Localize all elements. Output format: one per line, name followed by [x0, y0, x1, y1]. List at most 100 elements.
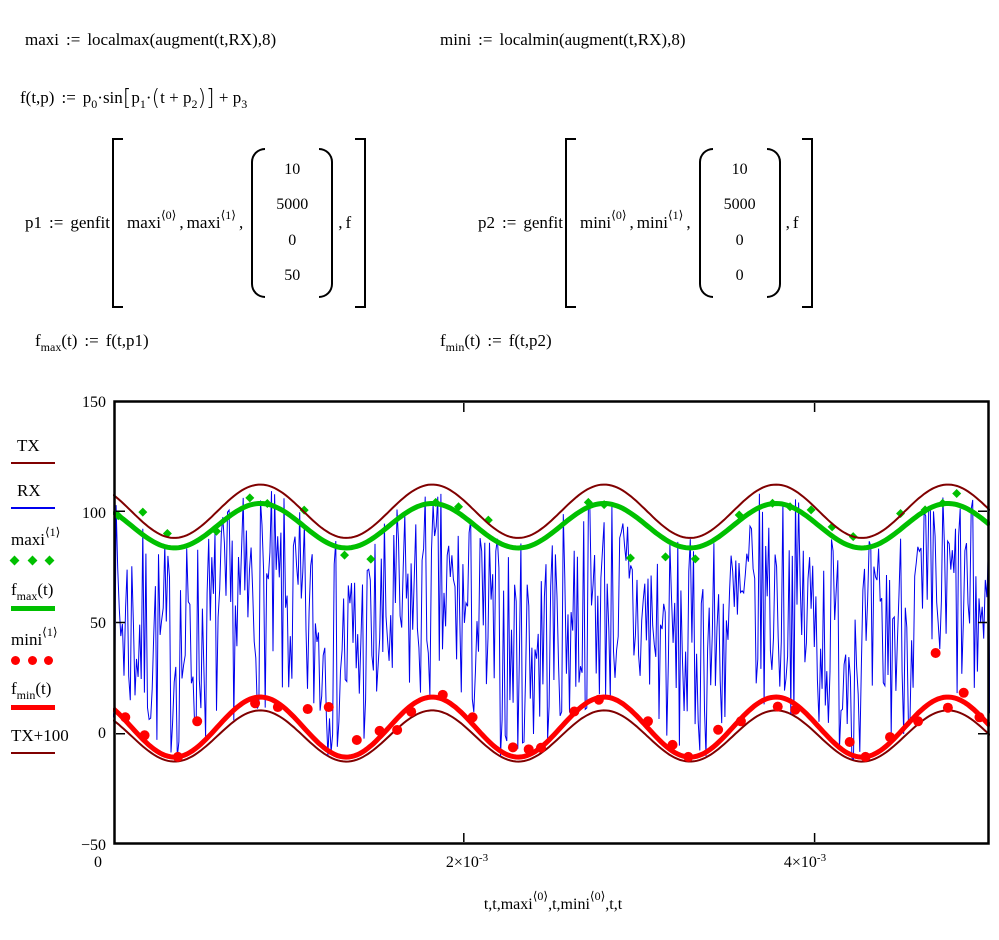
mini-point — [772, 701, 783, 712]
dot-marker-icon — [11, 656, 20, 665]
series-f_max(t) — [113, 500, 990, 551]
big-close-bracket — [802, 138, 814, 308]
y-tick-0: 0 — [98, 725, 106, 742]
y-tick-150: 150 — [82, 394, 106, 411]
series-RX-noise — [113, 491, 990, 760]
legend-item-rx: RX — [11, 481, 106, 518]
y-tick-50: 50 — [90, 615, 106, 632]
close-paren: ) — [197, 86, 207, 111]
legend-marker-tx100-line — [11, 752, 55, 763]
mini-point — [323, 702, 334, 713]
maxi-point — [952, 488, 962, 498]
maxi-point — [806, 505, 816, 515]
assign-op: := — [502, 213, 517, 232]
chart-plot-area[interactable] — [113, 400, 990, 845]
p2-guess-vector: 10 5000 0 0 — [723, 160, 756, 285]
legend-label: TX — [17, 436, 40, 455]
mini-point — [392, 724, 403, 735]
formula-maxi-def[interactable]: maxi := localmax(augment(t,RX),8) — [25, 30, 276, 50]
legend-item-fmin: fmin(t) — [11, 679, 106, 719]
maxi-lhs: maxi — [25, 30, 59, 49]
series-TX — [113, 709, 990, 763]
formula-f-def[interactable]: f(t,p):= p0·sin[p1·(t + p2)] + p3 — [20, 86, 248, 111]
mini-lhs: mini — [440, 30, 472, 49]
big-close-bracket — [355, 138, 367, 308]
legend-label: maxi⟨1⟩ — [11, 525, 61, 549]
mini-point — [351, 734, 362, 745]
big-open-bracket — [111, 138, 123, 308]
open-paren: ( — [151, 86, 161, 111]
maxi-point — [299, 505, 309, 515]
legend-label: fmax(t) — [11, 580, 54, 603]
vector-open-paren — [698, 148, 713, 298]
maxi-point — [245, 493, 255, 503]
legend-item-mini: mini⟨1⟩ — [11, 625, 106, 665]
assign-op: := — [66, 30, 81, 49]
legend-label: fmin(t) — [11, 679, 52, 702]
big-open-bracket — [564, 138, 576, 308]
formula-p2-genfit[interactable]: p2 := genfit mini⟨0⟩ , mini⟨1⟩ , 10 5000… — [478, 138, 815, 308]
f-arg: f — [792, 213, 799, 232]
maxi-point — [896, 508, 906, 518]
x-axis-title: t,t,maxi⟨0⟩,t,mini⟨0⟩,t,t — [483, 889, 623, 913]
maxi-point — [162, 529, 172, 538]
open-square-bracket: [ — [122, 86, 132, 111]
legend-marker-fmin-line — [11, 705, 55, 719]
legend-marker-rx-line — [11, 507, 55, 518]
legend-item-maxi: maxi⟨1⟩ — [9, 525, 106, 566]
mini-point — [930, 647, 941, 658]
vector-open-paren — [251, 148, 266, 298]
diamond-marker-icon — [27, 555, 37, 566]
mini-point — [958, 687, 969, 698]
legend-item-tx100: TX+100 — [11, 726, 106, 763]
p1-lhs: p1 — [25, 213, 42, 232]
legend-marker-mini-dots — [11, 656, 53, 665]
diamond-marker-icon — [44, 555, 55, 566]
legend-item-tx: TX — [11, 436, 106, 473]
close-square-bracket: ] — [206, 86, 215, 111]
diamond-marker-icon — [9, 555, 20, 566]
formula-fmin-def[interactable]: fmin(t):= f(t,p2) — [440, 331, 552, 354]
maxi-point — [483, 515, 493, 525]
f-arg: f — [345, 213, 352, 232]
legend-label: TX+100 — [11, 726, 69, 745]
dot-marker-icon — [44, 656, 53, 665]
legend-marker-tx-line — [11, 462, 55, 473]
maxi-rhs: localmax(augment(t,RX),8) — [87, 30, 277, 49]
p2-lhs: p2 — [478, 213, 495, 232]
legend-label: RX — [17, 481, 41, 500]
y-tick-100: 100 — [82, 505, 106, 522]
x-tick-4e-3: 4×10-3 — [783, 852, 827, 871]
legend-marker-maxi-dots — [9, 555, 55, 566]
formula-fmax-def[interactable]: fmax(t):= f(t,p1) — [35, 331, 149, 354]
vector-close-paren — [766, 148, 781, 298]
maxi-point — [366, 554, 376, 564]
assign-op: := — [49, 213, 64, 232]
x-tick-2e-3: 2×10-3 — [445, 852, 489, 871]
mini-point — [302, 704, 313, 715]
p1-guess-vector: 10 5000 0 50 — [276, 160, 309, 285]
series-f_min(t) — [113, 694, 990, 760]
dot-marker-icon — [27, 656, 37, 665]
vector-close-paren — [319, 148, 334, 298]
mini-point — [507, 742, 518, 753]
assign-op: := — [478, 30, 493, 49]
x-tick-0: 0 — [94, 854, 102, 871]
formula-mini-def[interactable]: mini := localmin(augment(t,RX),8) — [440, 30, 686, 50]
series-TX+100 — [113, 483, 990, 539]
mini-point — [942, 702, 953, 713]
genfit-fn: genfit — [70, 213, 110, 232]
mini-rhs: localmin(augment(t,RX),8) — [499, 30, 686, 49]
mini-point — [192, 716, 203, 727]
mini-point — [713, 724, 724, 735]
mini-point — [844, 736, 855, 747]
maxi-point — [661, 552, 671, 562]
assign-op: := — [61, 88, 76, 107]
f-lhs: f(t,p) — [20, 88, 55, 107]
legend-label: mini⟨1⟩ — [11, 625, 58, 649]
maxi-point — [138, 507, 148, 517]
maxi-point — [690, 554, 700, 564]
formula-p1-genfit[interactable]: p1 := genfit maxi⟨0⟩ , maxi⟨1⟩ , 10 5000… — [25, 138, 368, 308]
genfit-fn: genfit — [523, 213, 563, 232]
